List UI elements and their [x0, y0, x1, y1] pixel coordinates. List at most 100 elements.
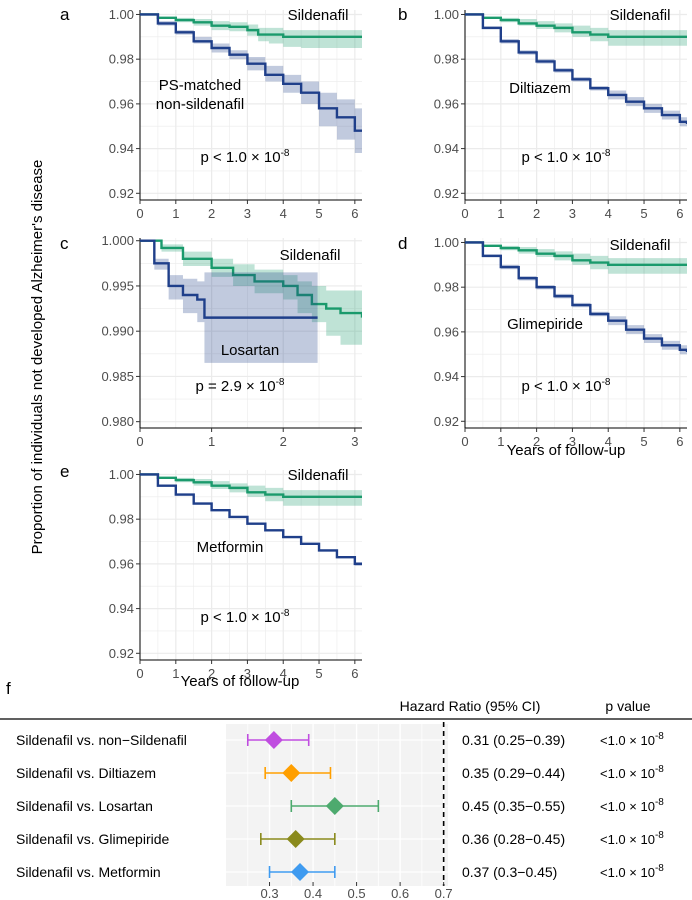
x-tick-label: 5	[640, 206, 647, 221]
hazard-ratio-text: 0.31 (0.25−0.39)	[462, 732, 565, 748]
x-tick-label: 6	[676, 434, 683, 449]
hazard-ratio-text: 0.45 (0.35−0.55)	[462, 798, 565, 814]
forest-x-tick-label: 0.3	[260, 886, 278, 900]
survival-line-sildenafil	[140, 473, 362, 499]
x-tick-label: 3	[244, 206, 251, 221]
forest-row-label: Sildenafil vs. Metformin	[16, 864, 161, 880]
x-tick-label: 5	[315, 666, 322, 681]
p-value-text: <1.0 × 10-8	[600, 797, 664, 814]
ci-band-sildenafil	[140, 240, 362, 350]
y-tick-label: 0.94	[109, 601, 134, 616]
series-label-sildenafil: Sildenafil	[280, 247, 341, 264]
x-tick-label: 3	[569, 206, 576, 221]
survival-panel-d: d 0.92 0.94 0.96 0.98 1.00 0 1 2 3 4 5 6 Sildenafil Gl…	[398, 234, 687, 449]
forest-x-tick-label: 0.6	[391, 886, 409, 900]
y-tick-label: 1.000	[101, 233, 134, 248]
y-tick-label: 0.92	[109, 186, 134, 201]
ci-band-comparator	[140, 240, 318, 363]
forest-row: Sildenafil vs. Losartan 0.45 (0.35−0.55) <…	[16, 797, 664, 815]
forest-row: Sildenafil vs. Diltiazem 0.35 (0.29−0.44)…	[16, 764, 664, 782]
x-tick-label: 1	[172, 206, 179, 221]
series-layer	[140, 13, 362, 154]
forest-row-label: Sildenafil vs. Glimepiride	[16, 831, 169, 847]
x-tick-label: 0	[136, 206, 143, 221]
series-layer	[140, 473, 362, 566]
y-tick-label: 0.98	[434, 280, 459, 295]
forest-header-p: p value	[605, 698, 650, 714]
series-label-sildenafil: Sildenafil	[288, 467, 349, 484]
p-value-text: <1.0 × 10-8	[600, 764, 664, 781]
x-tick-label: 2	[208, 666, 215, 681]
ci-band-comparator	[465, 14, 687, 129]
x-tick-label: 0	[461, 434, 468, 449]
p-value-annotation: p < 1.0 × 10-8	[201, 608, 290, 626]
forest-row-label: Sildenafil vs. Diltiazem	[16, 765, 156, 781]
plot-area	[140, 470, 362, 660]
p-value-annotation: p < 1.0 × 10-8	[522, 377, 611, 395]
y-tick-label: 0.96	[109, 96, 134, 111]
hazard-ratio-marker	[264, 731, 283, 749]
forest-header-hr: Hazard Ratio (95% CI)	[400, 698, 541, 714]
series-label-comparator: non-sildenafil	[156, 96, 244, 113]
series-label-sildenafil: Sildenafil	[610, 237, 671, 254]
y-tick-label: 0.98	[434, 52, 459, 67]
y-tick-label: 1.00	[434, 235, 459, 250]
x-tick-label: 0	[461, 206, 468, 221]
series-layer	[465, 13, 687, 129]
survival-line-sildenafil	[140, 239, 362, 318]
survival-line-comparator	[465, 241, 687, 352]
x-axis-title-panel-e: Years of follow-up	[181, 673, 300, 690]
x-tick-label: 4	[605, 206, 612, 221]
x-tick-label: 1	[172, 666, 179, 681]
x-tick-label: 2	[208, 206, 215, 221]
y-tick-label: 1.00	[434, 7, 459, 22]
x-axis-title-panel-d: Years of follow-up	[507, 442, 626, 459]
plot-area	[140, 10, 362, 200]
survival-panel-c: c 0.980 0.985 0.990 0.995 1.000 0 1 2 3 Sildenafil…	[60, 233, 362, 449]
y-tick-label: 0.995	[101, 278, 134, 293]
y-tick-label: 1.00	[109, 467, 134, 482]
x-tick-label: 2	[280, 434, 287, 449]
x-tick-label: 6	[676, 206, 683, 221]
p-value-text: <1.0 × 10-8	[600, 863, 664, 880]
x-tick-label: 4	[280, 666, 287, 681]
hazard-ratio-marker	[325, 797, 344, 815]
series-layer	[140, 239, 362, 363]
plot-area	[465, 238, 687, 428]
x-tick-label: 0	[136, 434, 143, 449]
series-label-comparator: PS-matched	[159, 77, 242, 94]
survival-line-sildenafil	[140, 13, 362, 39]
x-tick-label: 1	[497, 434, 504, 449]
x-tick-label: 6	[351, 666, 358, 681]
y-tick-label: 0.96	[434, 96, 459, 111]
forest-x-tick-label: 0.7	[435, 886, 453, 900]
y-tick-label: 0.980	[101, 414, 134, 429]
survival-line-comparator	[465, 13, 687, 124]
y-tick-label: 0.96	[434, 324, 459, 339]
panel-letter-f: f	[6, 679, 11, 698]
y-tick-label: 0.98	[109, 52, 134, 67]
y-tick-label: 0.92	[434, 414, 459, 429]
forest-plot: f Hazard Ratio (95% CI) p value 0.3 0.4 0.5 0.…	[0, 679, 692, 900]
series-label-comparator: Glimepiride	[507, 316, 583, 333]
series-label-comparator: Diltiazem	[509, 80, 571, 97]
panel-letter-b: b	[398, 5, 407, 24]
y-tick-label: 0.98	[109, 512, 134, 527]
survival-line-comparator	[140, 473, 362, 566]
hazard-ratio-marker	[291, 863, 309, 881]
forest-row: Sildenafil vs. non−Sildenafil 0.31 (0.25−…	[16, 731, 664, 749]
p-value-annotation: p = 2.9 × 10-8	[196, 377, 285, 395]
y-tick-label: 0.94	[434, 369, 459, 384]
panel-letter-c: c	[60, 234, 69, 253]
survival-line-sildenafil	[465, 241, 687, 267]
panel-letter-d: d	[398, 234, 407, 253]
survival-panel-a: a 0.92 0.94 0.96 0.98 1.00 0 1 2 3 4 5 6 Sildenafil PS…	[60, 5, 362, 221]
forest-row-label: Sildenafil vs. non−Sildenafil	[16, 732, 187, 748]
p-value-annotation: p < 1.0 × 10-8	[201, 148, 290, 166]
x-tick-label: 6	[351, 206, 358, 221]
survival-line-comparator	[140, 239, 318, 319]
forest-row: Sildenafil vs. Metformin 0.37 (0.3−0.45) <…	[16, 863, 664, 881]
x-tick-label: 3	[244, 666, 251, 681]
plot-area	[140, 238, 362, 428]
